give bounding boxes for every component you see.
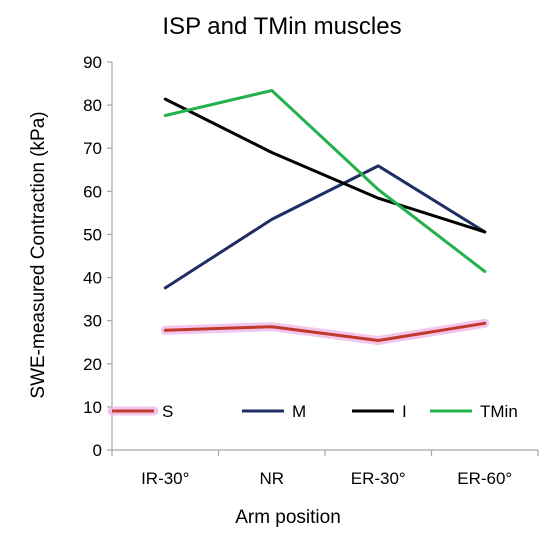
y-tick-label: 80 [83,96,102,115]
y-tick-label: 0 [93,441,102,460]
x-tick-label: ER-30° [351,469,406,488]
x-tick-label: ER-60° [457,469,512,488]
y-tick-label: 40 [83,269,102,288]
series-m-line [163,164,487,290]
x-axis-label: Arm position [235,507,341,528]
y-tick-label: 50 [83,225,102,244]
series-i-line [163,97,487,234]
y-tick-label: 30 [83,312,102,331]
y-axis-label: SWE-measured Contraction (kPa) [28,111,49,398]
series-tmin-line [163,89,487,273]
x-tick-label: IR-30° [141,469,189,488]
legend: S M I TMin [107,402,518,421]
legend-i-label: I [402,402,407,421]
legend-m-label: M [292,402,306,421]
x-tick-label: NR [259,469,284,488]
y-tick-label: 20 [83,355,102,374]
chart-title: ISP and TMin muscles [162,13,401,40]
legend-tmin-label: TMin [480,402,518,421]
y-tick-label: 10 [83,398,102,417]
y-tick-label: 90 [83,53,102,72]
legend-s-label: S [162,402,173,421]
axes: 0 10 20 30 40 50 60 70 80 90 IR-30° NR ER-30° ER-60° [83,53,539,488]
series-s-line [163,321,487,342]
plot-area [160,89,490,345]
y-tick-label: 60 [83,182,102,201]
y-tick-label: 70 [83,139,102,158]
